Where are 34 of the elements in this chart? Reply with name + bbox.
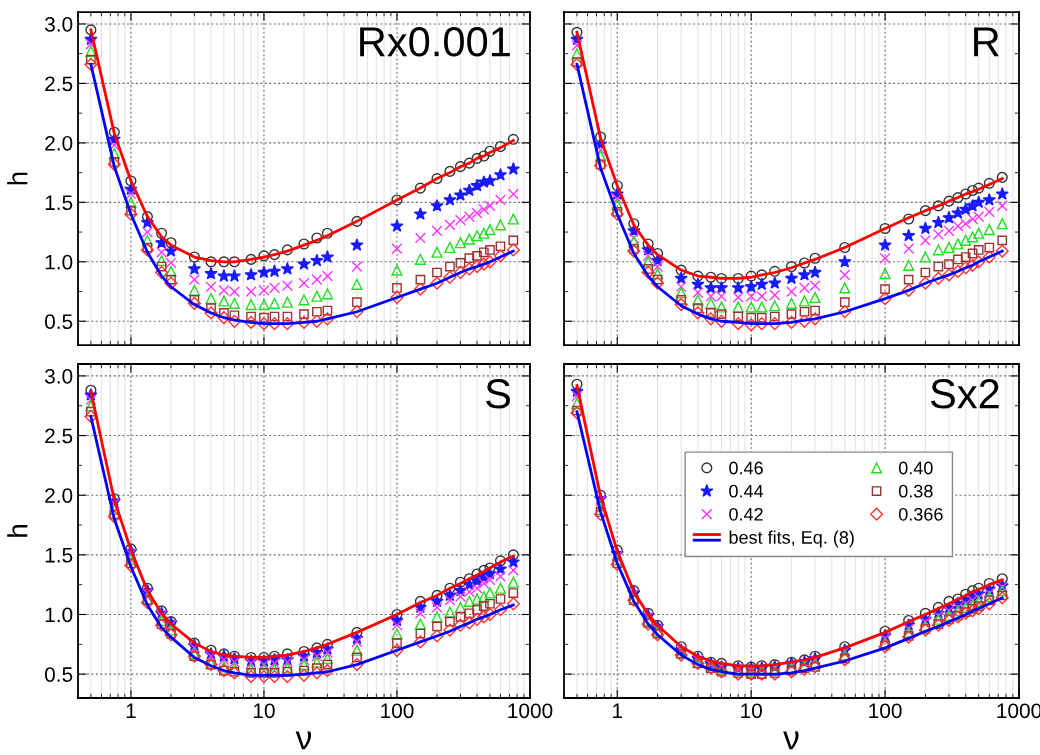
y-axis-title: h [7,172,28,185]
x-tick-label: 100 [869,703,902,719]
y-tick-label: 1.0 [45,254,73,270]
y-tick-label: 0.5 [44,314,73,330]
y-tick-label: 1.5 [45,195,73,211]
y-tick-label: 2.5 [45,76,73,92]
legend-label: 0.40 [898,461,933,475]
y-tick-label: 3.0 [44,368,73,384]
x-axis-title: ν [295,731,312,750]
x-tick-label: 1 [126,703,136,718]
y-tick-label: 2.0 [45,135,73,151]
y-tick-label: 1.5 [45,548,73,563]
x-axis-title: ν [783,731,799,750]
annotation: S [486,379,510,409]
legend-label: 0.44 [729,484,764,498]
x-tick-label: 1000 [508,703,553,719]
x-tick-label: 1 [613,703,623,718]
y-tick-label: 2.0 [45,488,73,503]
legend-label: best fits, Eq. (8) [729,530,854,548]
y-tick-label: 3.0 [44,16,73,32]
x-tick-label: 100 [381,703,414,719]
legend-label: 0.38 [898,484,933,498]
legend-label: 0.42 [729,507,763,521]
y-tick-label: 0.5 [44,667,73,682]
annotation: Rx0.001 [360,27,510,57]
y-axis-title: h [7,525,28,537]
x-tick-label: 10 [741,703,762,719]
annotation: R [974,27,999,57]
y-tick-label: 1.0 [45,607,73,623]
legend-label: 0.366 [898,507,943,521]
y-tick-label: 2.5 [45,428,73,444]
legend-label: 0.46 [729,461,763,475]
x-tick-label: 10 [253,703,275,719]
annotation: Sx2 [930,379,999,409]
